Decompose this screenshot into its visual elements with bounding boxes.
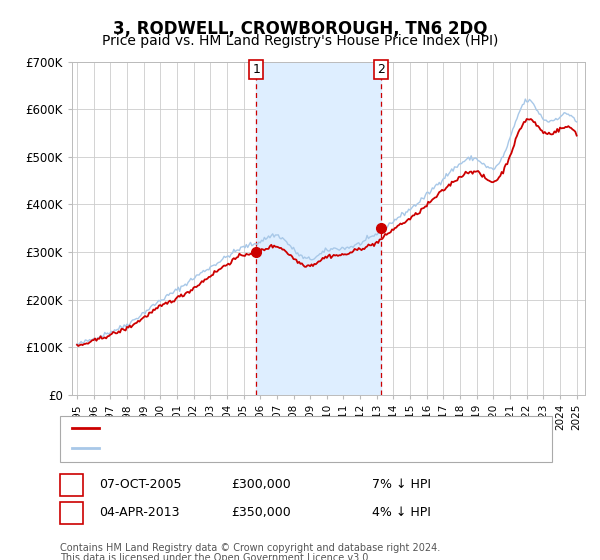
- Text: 4% ↓ HPI: 4% ↓ HPI: [372, 506, 431, 519]
- Text: 1: 1: [67, 478, 76, 492]
- Text: 1: 1: [253, 63, 260, 76]
- Text: 3, RODWELL, CROWBOROUGH, TN6 2DQ: 3, RODWELL, CROWBOROUGH, TN6 2DQ: [113, 20, 487, 38]
- Text: HPI: Average price, detached house, Wealden: HPI: Average price, detached house, Weal…: [105, 443, 360, 453]
- Text: 07-OCT-2005: 07-OCT-2005: [99, 478, 182, 491]
- Text: Contains HM Land Registry data © Crown copyright and database right 2024.: Contains HM Land Registry data © Crown c…: [60, 543, 440, 553]
- Text: £350,000: £350,000: [231, 506, 291, 519]
- Text: 3, RODWELL, CROWBOROUGH, TN6 2DQ (detached house): 3, RODWELL, CROWBOROUGH, TN6 2DQ (detach…: [105, 423, 433, 433]
- Text: 7% ↓ HPI: 7% ↓ HPI: [372, 478, 431, 491]
- Text: £300,000: £300,000: [231, 478, 291, 491]
- Text: This data is licensed under the Open Government Licence v3.0.: This data is licensed under the Open Gov…: [60, 553, 371, 560]
- Text: 04-APR-2013: 04-APR-2013: [99, 506, 179, 519]
- Text: 2: 2: [67, 506, 76, 520]
- Bar: [256, 62, 381, 395]
- Text: Price paid vs. HM Land Registry's House Price Index (HPI): Price paid vs. HM Land Registry's House …: [102, 34, 498, 48]
- Text: 2: 2: [377, 63, 385, 76]
